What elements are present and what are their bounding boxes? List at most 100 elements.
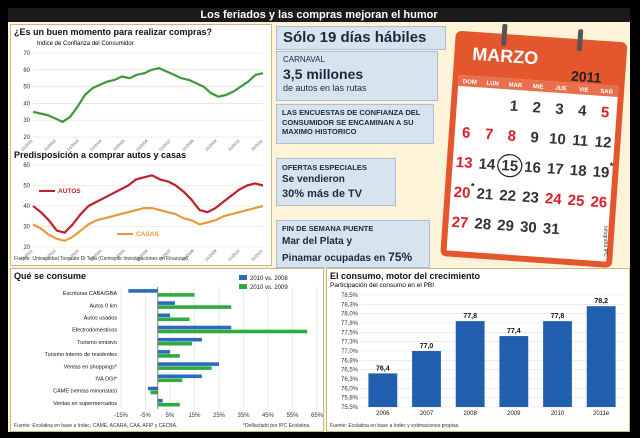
infographic-page: Los feriados y las compras mejoran el hu… — [8, 8, 630, 432]
casas-legend-label: CASAS — [136, 231, 159, 238]
growth-ytick: 77,8% — [341, 321, 359, 327]
growth-value-label: 76,4 — [376, 365, 390, 372]
calendar-day: 2 — [532, 99, 542, 117]
consume-bar — [157, 301, 175, 305]
confidence-ytick: 60 — [23, 68, 30, 74]
autos-casas-xtick: 01/2009 — [204, 248, 218, 262]
calendar-day: 4 — [578, 102, 588, 120]
calendar-weekday: LUN — [486, 81, 499, 88]
consume-xtick: 65% — [311, 413, 323, 419]
page-header: Los feriados y las compras mejoran el hu… — [8, 8, 630, 22]
calendar-weekday: VIE — [579, 87, 589, 94]
consume-note: *Deflactado por IPC Ecolatina. — [243, 423, 311, 429]
growth-ytick: 78,5% — [341, 293, 359, 299]
consume-panel: Qué se consume -15% -5% 5% 15% 25% 35% 45% 55% 6… — [10, 268, 324, 432]
growth-category-label: 2011e — [593, 411, 610, 417]
consume-category-label: Escrituras CABA/GBA — [63, 291, 117, 297]
growth-title: El consumo, motor del crecimiento — [330, 271, 481, 281]
calendar-day: 1 — [509, 98, 519, 116]
dias-box: Sólo 19 días hábiles — [276, 26, 446, 50]
consume-bar — [157, 366, 212, 370]
finde-pct: 75% — [388, 250, 413, 264]
consume-bar — [157, 350, 170, 354]
consume-category-label: Turismo interno de residentes — [44, 352, 117, 358]
confidence-ytick: 30 — [23, 118, 30, 124]
finde-box: FIN DE SEMANA PUENTE Mar del Plata y Pin… — [276, 220, 430, 268]
consume-category-label: Autos usados — [84, 316, 118, 322]
calendar-sheet — [446, 74, 619, 262]
consume-legend-swatch — [239, 284, 247, 289]
calendar-weekday: DOM — [463, 79, 477, 86]
growth-value-label: 77,4 — [507, 328, 521, 335]
autos-casas-ytick: 60 — [23, 163, 30, 169]
dias-title: Sólo 19 días hábiles — [283, 29, 427, 46]
confidence-xtick: 01/2011 — [250, 138, 264, 152]
carnaval-big: 3,5 millones — [283, 66, 364, 82]
growth-category-label: 2008 — [463, 411, 477, 417]
calendar-weekday: MIE — [533, 84, 544, 91]
consume-source: Fuente: Ecolatina en base a Indec, CAME,… — [14, 423, 178, 429]
calendar-day: 15 — [501, 157, 519, 175]
calendar-day: 6 — [461, 124, 471, 142]
growth-category-label: 2010 — [551, 411, 565, 417]
calendar-ring — [576, 29, 584, 52]
confidence-ytick: 70 — [23, 51, 30, 57]
confidence-title: ¿Es un buen momento para realizar compra… — [14, 27, 213, 37]
finde-line1: Mar del Plata y — [282, 236, 353, 247]
growth-ytick: 76,0% — [341, 386, 359, 392]
consume-bar — [157, 398, 163, 403]
autos-title: Predisposición a comprar autos y casas — [14, 150, 187, 160]
calendar-day: 22 — [499, 187, 517, 205]
growth-ytick: 76,5% — [341, 368, 359, 374]
calendar-star: * — [470, 181, 475, 191]
calendar-day: 21 — [476, 185, 494, 203]
encuestas-box: LAS ENCUESTAS DE CONFIANZA DEL CONSUMIDO… — [276, 104, 434, 144]
ofertas-line2: 30% más de TV — [282, 188, 363, 200]
confidence-ytick: 40 — [23, 101, 30, 107]
calendar-weekday: SAB — [600, 89, 614, 96]
consume-xtick: 15% — [188, 413, 201, 419]
calendar-day: 14 — [478, 155, 496, 173]
growth-category-label: 2006 — [376, 411, 390, 417]
encuestas-text: LAS ENCUESTAS DE CONFIANZA DEL CONSUMIDO… — [282, 108, 421, 136]
consume-bar — [157, 293, 195, 297]
calendar-day: 11 — [572, 132, 589, 150]
growth-ytick: 75,5% — [341, 405, 359, 411]
consume-xtick: 55% — [286, 413, 299, 419]
calendar-day: 28 — [474, 215, 492, 233]
calendar-day: 25 — [567, 192, 585, 210]
consume-category-label: Autos 0 km — [89, 303, 117, 309]
growth-ytick: 76,8% — [341, 358, 359, 364]
growth-value-label: 77,8 — [551, 313, 565, 320]
calendar-day: 9 — [530, 129, 540, 147]
calendar-day: 13 — [455, 154, 473, 172]
growth-bar — [543, 321, 572, 407]
growth-ytick: 78,0% — [341, 312, 359, 318]
growth-source: Fuente: Ecolatina en base a Indec y esti… — [330, 423, 460, 429]
consume-category-label: Electrodomésticos — [72, 328, 117, 334]
confidence-xtick: 01/2010 — [227, 138, 241, 152]
calendar-day: 16 — [524, 159, 542, 177]
carnaval-label: CARNAVAL — [283, 55, 325, 64]
carnaval-small: de autos en las rutas — [283, 83, 367, 93]
consume-xtick: -5% — [140, 413, 151, 419]
growth-ytick: 78,3% — [341, 302, 359, 308]
growth-ytick: 76,3% — [341, 377, 359, 383]
growth-category-label: 2009 — [507, 411, 521, 417]
consume-bar — [157, 362, 219, 366]
consume-bar — [157, 313, 170, 318]
calendar-day: 17 — [546, 160, 564, 178]
consume-legend-swatch — [239, 275, 247, 280]
consume-bar — [157, 341, 193, 346]
confidence-series-line — [32, 67, 264, 123]
carnaval-box: CARNAVAL 3,5 millones de autos en las ru… — [276, 51, 438, 101]
growth-bar — [412, 351, 441, 407]
growth-chart: 75,5% 75,8% 76,0% 76,3% 76,5% 76,8% 77,0% 77,3%… — [341, 293, 623, 417]
consume-xtick: -15% — [114, 413, 129, 419]
consume-bar — [128, 289, 158, 293]
calendar-day: 20 — [453, 184, 471, 202]
consume-bar — [157, 317, 190, 322]
